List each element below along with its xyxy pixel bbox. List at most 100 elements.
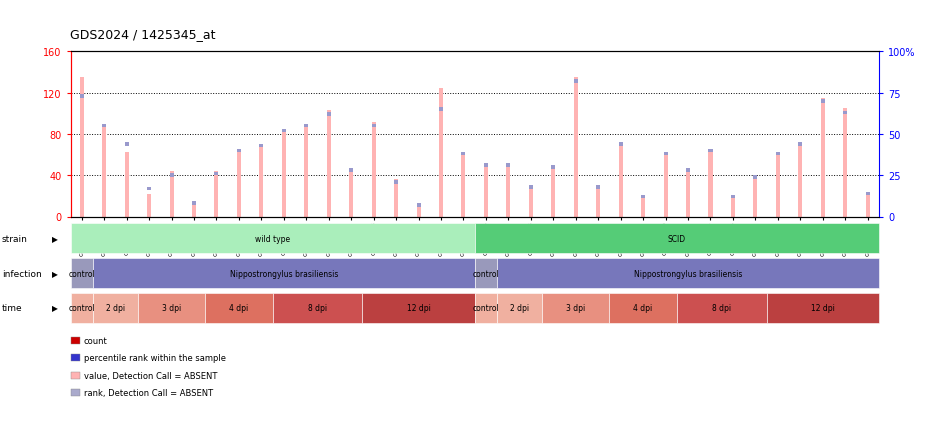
- Text: SCID: SCID: [667, 234, 686, 243]
- Bar: [709, 149, 713, 153]
- Text: 12 dpi: 12 dpi: [407, 304, 431, 312]
- Bar: [125, 153, 129, 217]
- Bar: [484, 165, 488, 217]
- Bar: [394, 180, 399, 217]
- Bar: [596, 188, 601, 217]
- Bar: [462, 152, 465, 156]
- Bar: [102, 125, 106, 128]
- Bar: [327, 113, 331, 117]
- Text: infection: infection: [2, 269, 41, 278]
- Text: 2 dpi: 2 dpi: [510, 304, 529, 312]
- Bar: [753, 176, 758, 217]
- Bar: [709, 150, 713, 217]
- Bar: [439, 108, 443, 112]
- Bar: [282, 129, 286, 133]
- Bar: [192, 202, 196, 206]
- Bar: [169, 174, 174, 178]
- Bar: [147, 194, 151, 217]
- Bar: [776, 152, 780, 156]
- Text: strain: strain: [2, 234, 28, 243]
- Bar: [573, 78, 578, 217]
- Bar: [102, 127, 106, 217]
- Bar: [371, 123, 376, 217]
- Bar: [192, 204, 196, 217]
- Bar: [305, 125, 308, 128]
- Text: control: control: [69, 304, 95, 312]
- Text: value, Detection Call = ABSENT: value, Detection Call = ABSENT: [84, 371, 217, 380]
- Bar: [529, 188, 533, 217]
- Text: Nippostrongylus brasiliensis: Nippostrongylus brasiliensis: [229, 269, 338, 278]
- Text: wild type: wild type: [255, 234, 290, 243]
- Bar: [282, 132, 286, 217]
- Bar: [798, 143, 803, 146]
- Bar: [147, 187, 151, 191]
- Bar: [619, 143, 622, 146]
- Bar: [798, 145, 803, 217]
- Bar: [686, 170, 690, 217]
- Bar: [305, 126, 308, 217]
- Bar: [619, 143, 622, 217]
- Bar: [371, 125, 376, 128]
- Bar: [169, 171, 174, 217]
- Text: count: count: [84, 336, 107, 345]
- Bar: [529, 185, 533, 189]
- Bar: [776, 153, 780, 217]
- Bar: [80, 95, 84, 99]
- Bar: [125, 143, 129, 146]
- Bar: [349, 170, 353, 217]
- Bar: [416, 204, 420, 217]
- Bar: [416, 204, 420, 207]
- Text: 3 dpi: 3 dpi: [162, 304, 181, 312]
- Bar: [843, 111, 847, 115]
- Bar: [439, 89, 443, 217]
- Text: ▶: ▶: [52, 234, 57, 243]
- Bar: [327, 111, 331, 217]
- Bar: [394, 181, 399, 184]
- Bar: [753, 176, 758, 179]
- Bar: [551, 168, 556, 217]
- Bar: [731, 196, 735, 217]
- Bar: [664, 155, 667, 217]
- Bar: [866, 192, 870, 196]
- Bar: [214, 171, 218, 217]
- Bar: [462, 155, 465, 217]
- Text: ▶: ▶: [52, 304, 57, 312]
- Bar: [214, 172, 218, 176]
- Bar: [551, 166, 556, 169]
- Text: 8 dpi: 8 dpi: [713, 304, 731, 312]
- Text: Nippostrongylus brasiliensis: Nippostrongylus brasiliensis: [634, 269, 743, 278]
- Text: 4 dpi: 4 dpi: [229, 304, 248, 312]
- Bar: [259, 144, 263, 148]
- Text: ▶: ▶: [52, 269, 57, 278]
- Bar: [821, 99, 824, 217]
- Text: control: control: [473, 269, 499, 278]
- Text: percentile rank within the sample: percentile rank within the sample: [84, 354, 226, 362]
- Bar: [686, 169, 690, 173]
- Text: 2 dpi: 2 dpi: [106, 304, 125, 312]
- Bar: [641, 195, 645, 199]
- Bar: [237, 153, 241, 217]
- Bar: [484, 164, 488, 168]
- Text: 8 dpi: 8 dpi: [308, 304, 327, 312]
- Bar: [259, 147, 263, 217]
- Bar: [596, 185, 601, 189]
- Text: time: time: [2, 304, 23, 312]
- Bar: [80, 78, 84, 217]
- Text: rank, Detection Call = ABSENT: rank, Detection Call = ABSENT: [84, 388, 212, 397]
- Text: 12 dpi: 12 dpi: [811, 304, 835, 312]
- Text: 3 dpi: 3 dpi: [566, 304, 586, 312]
- Bar: [843, 109, 847, 217]
- Bar: [731, 195, 735, 199]
- Bar: [821, 100, 824, 103]
- Bar: [573, 80, 578, 84]
- Text: control: control: [473, 304, 499, 312]
- Bar: [507, 164, 510, 168]
- Text: GDS2024 / 1425345_at: GDS2024 / 1425345_at: [70, 28, 216, 41]
- Bar: [349, 169, 353, 173]
- Bar: [641, 196, 645, 217]
- Text: 4 dpi: 4 dpi: [634, 304, 652, 312]
- Bar: [507, 168, 510, 217]
- Bar: [866, 194, 870, 217]
- Bar: [664, 152, 667, 156]
- Bar: [237, 149, 241, 153]
